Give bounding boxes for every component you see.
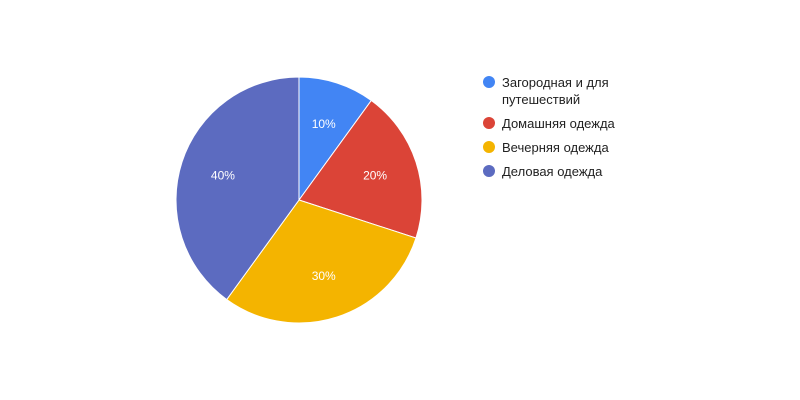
legend-label: Деловая одежда [502,164,603,179]
pie-slice-1[interactable] [298,76,372,202]
legend-item[interactable]: Загородная и для путешествий [483,74,643,108]
legend-dot-icon [483,165,495,177]
legend-item[interactable]: Деловая одежда [483,163,643,180]
legend-label: Вечерняя одежда [502,140,609,155]
legend-item[interactable]: Вечерняя одежда [483,139,643,156]
slice-percent-label: 30% [312,269,336,283]
legend-label: Загородная и для путешествий [502,75,609,107]
slice-percent-label: 40% [211,168,235,182]
legend-dot-icon [483,76,495,88]
legend-label: Домашняя одежда [502,116,615,131]
legend-dot-icon [483,141,495,153]
slice-percent-label: 10% [312,117,336,131]
legend-dot-icon [483,117,495,129]
pie-slice-3[interactable] [226,199,417,324]
pie-slice-4[interactable] [175,76,300,301]
pie-slice-2[interactable] [298,99,423,239]
legend-item[interactable]: Домашняя одежда [483,115,643,132]
legend: Загородная и для путешествий Домашняя оде… [483,74,643,187]
slice-percent-label: 20% [363,168,387,182]
